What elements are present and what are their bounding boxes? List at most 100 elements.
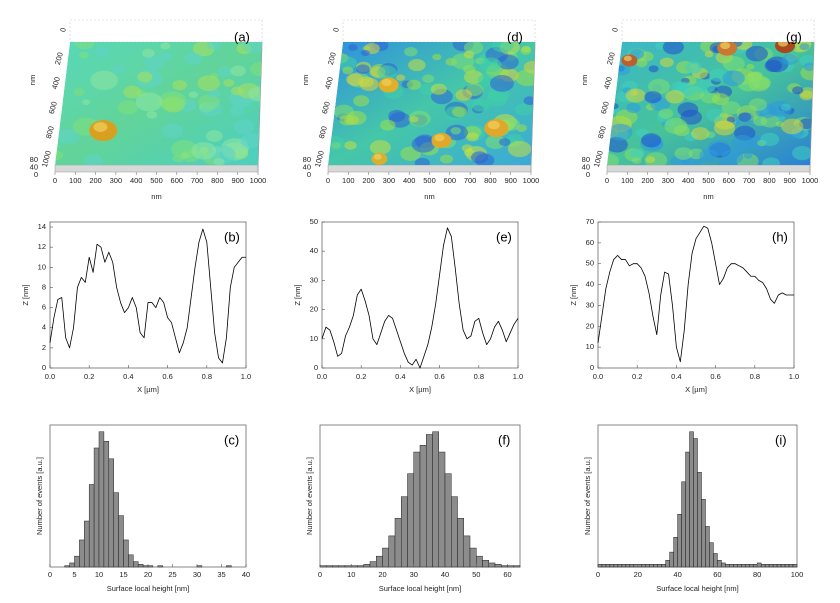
- surface-bump: [160, 42, 171, 50]
- surface: [55, 42, 262, 165]
- z-tick-label: 40: [303, 162, 311, 171]
- y-tick-label: 70: [586, 217, 594, 226]
- plot-frame: [49, 221, 247, 369]
- histogram-bar: [407, 473, 414, 568]
- x-tick-label: 30: [193, 570, 201, 579]
- y-axis-label: Z [nm]: [569, 284, 578, 305]
- surface-bump: [73, 88, 85, 96]
- histogram-bar: [657, 564, 662, 568]
- x-tick-label: 400: [403, 176, 416, 185]
- x-tick-label: 1000: [802, 176, 819, 185]
- y-axis-label: nm: [580, 75, 589, 85]
- y-tick-label: 800: [317, 125, 329, 139]
- surface-bump: [135, 92, 163, 112]
- y-tick-label: 10: [38, 262, 46, 271]
- histogram-bar: [693, 438, 698, 568]
- x-tick-label: 700: [464, 176, 477, 185]
- x-tick-label: 0.0: [45, 372, 55, 381]
- histogram-bar: [613, 564, 619, 568]
- x-tick-label: 1.0: [789, 372, 799, 381]
- x-axis-label: X [µm]: [409, 385, 431, 394]
- surface-bump: [94, 46, 109, 57]
- y-tick-label: 10: [586, 342, 594, 351]
- histogram-bar: [123, 539, 129, 568]
- y-tick-label: 0: [42, 363, 46, 372]
- y-tick-label: 800: [596, 125, 608, 139]
- histogram-bar: [737, 564, 742, 568]
- surface-bump: [143, 54, 165, 70]
- surface-bump: [342, 66, 354, 75]
- y-tick-label: 30: [586, 300, 594, 309]
- y-tick-label: 60: [586, 238, 594, 247]
- surface-bump: [609, 103, 619, 110]
- histogram-bar: [363, 564, 371, 568]
- y-tick-label: 400: [50, 76, 62, 90]
- histogram-bar: [513, 565, 521, 568]
- surface-bump: [792, 86, 804, 95]
- surface-bump: [112, 65, 125, 74]
- histogram-bar: [488, 562, 496, 568]
- histogram-bar: [784, 564, 790, 568]
- surface-bump: [648, 65, 659, 73]
- surface-bump: [359, 77, 379, 92]
- y-tick-label: 0: [331, 27, 341, 33]
- x-tick-label: 800: [211, 176, 224, 185]
- surface-bump: [615, 109, 638, 125]
- histogram-bar: [463, 535, 471, 568]
- surface-bump: [213, 157, 225, 165]
- surface-bump: [123, 85, 142, 99]
- surface-bump: [197, 75, 221, 92]
- surface-bump: [83, 154, 104, 165]
- surface-bump: [722, 56, 745, 72]
- surface-bump: [450, 127, 462, 135]
- histogram-bar: [601, 564, 607, 568]
- y-tick-label: 400: [323, 76, 335, 90]
- x-tick-label: 500: [702, 176, 715, 185]
- surface-bump: [205, 130, 223, 142]
- histogram-bar: [338, 565, 346, 568]
- histogram-bar: [394, 518, 402, 568]
- surface-bump: [685, 61, 703, 74]
- surface-bump: [748, 98, 768, 112]
- y-tick-label: 6: [42, 303, 46, 312]
- histogram-bar: [351, 565, 358, 568]
- surface-bump: [780, 103, 792, 111]
- histogram-bar: [733, 564, 738, 568]
- y-tick-label: 0: [314, 363, 318, 372]
- surface-bump: [191, 142, 217, 160]
- surface-bump: [722, 70, 745, 87]
- x-tick-label: 800: [763, 176, 776, 185]
- x-tick-label: 50: [472, 570, 480, 579]
- histogram-bar: [64, 565, 70, 568]
- panel-label: (h): [772, 229, 788, 244]
- histogram-bar: [74, 555, 80, 568]
- z-tick-label: 80: [30, 155, 38, 164]
- surface-bump: [775, 121, 784, 128]
- x-tick-label: 600: [723, 176, 736, 185]
- surface-bump: [743, 152, 753, 159]
- histogram-bar: [476, 555, 483, 568]
- panel-label: (d): [507, 29, 523, 44]
- x-tick-label: 5: [72, 570, 76, 579]
- plot-frame: [597, 221, 795, 369]
- surface-bump: [396, 74, 406, 81]
- surface-bump: [799, 90, 814, 101]
- histogram-bar: [617, 564, 623, 568]
- x-tick-label: 500: [150, 176, 163, 185]
- x-tick-label: 900: [504, 176, 517, 185]
- y-tick-label: 50: [310, 217, 318, 226]
- surface-bump: [626, 102, 641, 114]
- surface-bump: [520, 47, 532, 55]
- surface-bump: [705, 131, 716, 139]
- histogram-bar: [760, 564, 766, 568]
- x-tick-label: 300: [383, 176, 396, 185]
- surface-bump: [81, 99, 91, 105]
- histogram-bar: [748, 564, 754, 568]
- surface-bump: [480, 57, 502, 73]
- surface-bump: [183, 52, 202, 65]
- histogram-bar: [369, 561, 377, 568]
- surface-bump: [631, 157, 642, 164]
- histogram-bar: [98, 431, 105, 568]
- surface-bump: [726, 116, 736, 123]
